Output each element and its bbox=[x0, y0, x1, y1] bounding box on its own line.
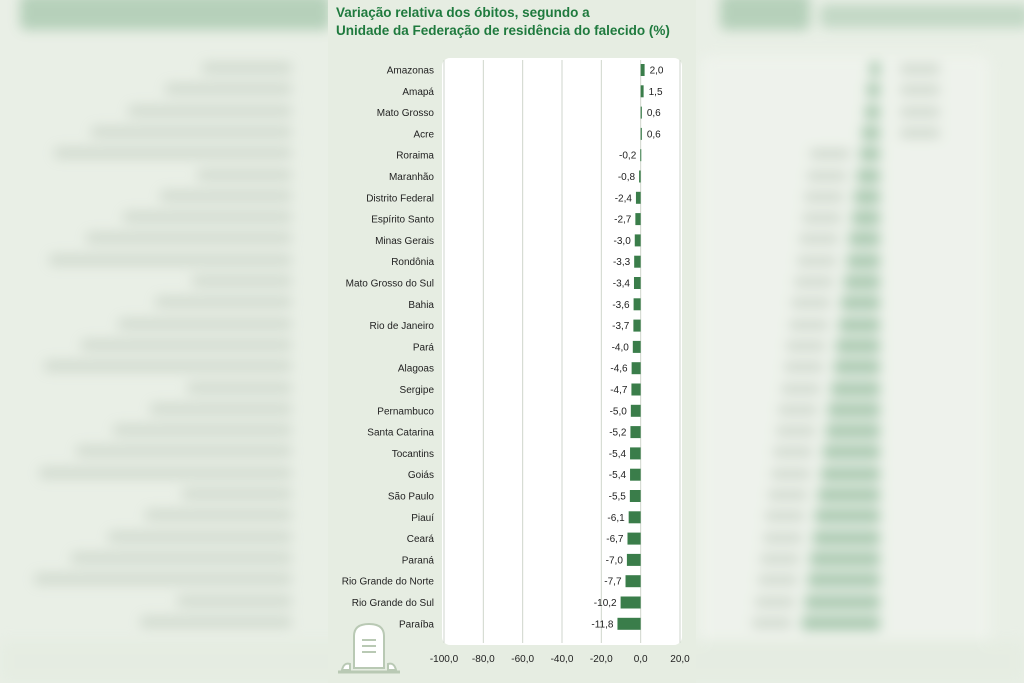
value-label: -5,0 bbox=[610, 406, 628, 417]
category-label: Pernambuco bbox=[377, 406, 434, 417]
category-label: Santa Catarina bbox=[367, 428, 434, 439]
x-tick-label: -100,0 bbox=[430, 654, 459, 665]
x-tick-label: -60,0 bbox=[511, 654, 534, 665]
bar bbox=[626, 553, 641, 566]
value-label: -3,0 bbox=[614, 236, 632, 247]
tombstone-icon bbox=[338, 622, 400, 674]
value-label: -7,0 bbox=[606, 555, 624, 566]
bar bbox=[620, 596, 641, 609]
x-tick-label: -80,0 bbox=[472, 654, 495, 665]
bar bbox=[632, 340, 641, 353]
value-label: 0,6 bbox=[647, 108, 661, 119]
bar bbox=[640, 149, 642, 162]
category-label: Amapá bbox=[402, 87, 434, 98]
value-label: -3,7 bbox=[612, 321, 630, 332]
bar bbox=[634, 234, 641, 247]
bar bbox=[630, 426, 641, 439]
value-label: 1,5 bbox=[649, 87, 663, 98]
bar bbox=[628, 511, 641, 524]
chart-title: Variação relativa dos óbitos, segundo a … bbox=[336, 4, 696, 40]
chart-title-line-1: Variação relativa dos óbitos, segundo a bbox=[336, 5, 590, 20]
x-tick-label: -40,0 bbox=[551, 654, 574, 665]
category-label: Amazonas bbox=[387, 66, 434, 77]
bar bbox=[635, 191, 641, 204]
value-label: -0,2 bbox=[619, 151, 637, 162]
chart-panel: Variação relativa dos óbitos, segundo a … bbox=[328, 0, 696, 683]
bar-chart: -100,0 -80,0 -60,0 -40,0 -20,0 0,0 20,0 Amazona… bbox=[342, 60, 690, 665]
category-label: Paraná bbox=[402, 555, 435, 566]
value-label: -0,8 bbox=[618, 172, 636, 183]
category-label: Minas Gerais bbox=[375, 236, 434, 247]
bar bbox=[640, 127, 642, 140]
category-label: Mato Grosso bbox=[377, 108, 435, 119]
value-label: -5,2 bbox=[609, 428, 627, 439]
value-label: -3,6 bbox=[612, 300, 630, 311]
category-label: Rondônia bbox=[391, 257, 434, 268]
value-label: -4,7 bbox=[610, 385, 628, 396]
value-label: -10,2 bbox=[594, 598, 617, 609]
value-label: 2,0 bbox=[650, 66, 664, 77]
category-label: Tocantins bbox=[392, 449, 434, 460]
bar bbox=[617, 617, 641, 630]
bar bbox=[639, 170, 641, 183]
category-label: Acre bbox=[413, 129, 434, 140]
value-label: 0,6 bbox=[647, 129, 661, 140]
category-label: Espírito Santo bbox=[371, 215, 434, 226]
x-tick-label: 20,0 bbox=[670, 654, 690, 665]
value-label: -5,5 bbox=[609, 492, 627, 503]
value-label: -3,3 bbox=[613, 257, 631, 268]
category-label: Rio Grande do Sul bbox=[352, 598, 434, 609]
bar bbox=[631, 362, 641, 375]
category-label: Distrito Federal bbox=[366, 193, 434, 204]
bar bbox=[640, 64, 645, 76]
category-label: Maranhão bbox=[389, 172, 434, 183]
category-label: Alagoas bbox=[398, 364, 434, 375]
bar bbox=[630, 447, 641, 460]
bar bbox=[633, 319, 641, 332]
category-label: São Paulo bbox=[388, 492, 435, 503]
chart-title-line-2: Unidade da Federação de residência do fa… bbox=[336, 23, 670, 38]
value-label: -7,7 bbox=[604, 577, 622, 588]
bar bbox=[630, 404, 641, 417]
value-label: -11,8 bbox=[591, 619, 613, 630]
bar bbox=[625, 575, 641, 588]
bar bbox=[629, 490, 641, 502]
value-label: -6,1 bbox=[607, 513, 625, 524]
value-label: -2,7 bbox=[614, 215, 632, 226]
category-label: Bahia bbox=[408, 300, 434, 311]
value-label: -3,4 bbox=[613, 279, 631, 290]
category-label: Rio Grande do Norte bbox=[342, 577, 435, 588]
category-label: Sergipe bbox=[400, 385, 435, 396]
bar bbox=[627, 532, 641, 545]
bar bbox=[635, 213, 641, 226]
x-tick-label: 0,0 bbox=[634, 654, 648, 665]
category-label: Ceará bbox=[407, 534, 435, 545]
value-label: -5,4 bbox=[609, 470, 627, 481]
value-label: -5,4 bbox=[609, 449, 627, 460]
value-label: -4,6 bbox=[610, 364, 628, 375]
category-label: Goiás bbox=[408, 470, 434, 481]
bar bbox=[630, 468, 641, 481]
background-right-panel bbox=[700, 55, 990, 645]
category-label: Pará bbox=[413, 342, 435, 353]
value-label: -2,4 bbox=[615, 193, 633, 204]
category-label: Roraima bbox=[396, 151, 434, 162]
bar bbox=[633, 298, 641, 311]
category-label: Mato Grosso do Sul bbox=[346, 279, 434, 290]
value-label: -4,0 bbox=[612, 342, 630, 353]
bar bbox=[640, 106, 642, 119]
x-tick-label: -20,0 bbox=[590, 654, 613, 665]
bar bbox=[640, 85, 644, 98]
category-label: Piauí bbox=[411, 513, 434, 524]
bar bbox=[634, 255, 641, 268]
bar bbox=[631, 383, 641, 396]
bar bbox=[633, 277, 641, 289]
category-label: Paraíba bbox=[399, 619, 434, 630]
value-label: -6,7 bbox=[606, 534, 624, 545]
category-label: Rio de Janeiro bbox=[370, 321, 435, 332]
